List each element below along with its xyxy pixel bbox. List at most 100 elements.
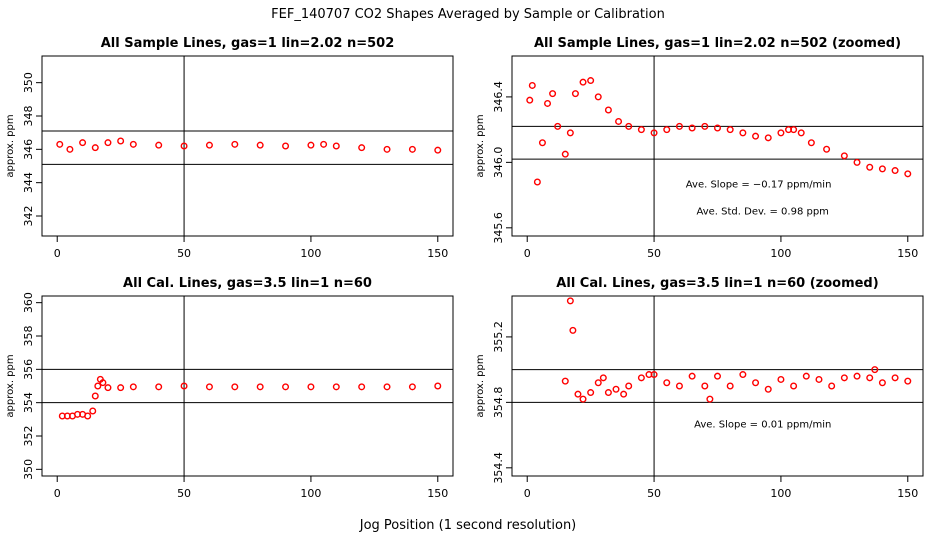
data-point xyxy=(117,384,125,392)
data-point xyxy=(637,126,645,134)
panel-title: All Sample Lines, gas=1 lin=2.02 n=502 (… xyxy=(534,36,901,51)
data-point xyxy=(544,99,552,107)
data-point xyxy=(604,389,612,397)
data-point xyxy=(129,140,137,148)
data-point xyxy=(828,382,836,390)
series-1 xyxy=(56,137,442,154)
x-tick-label: 0 xyxy=(524,247,531,260)
y-tick-label: 354.8 xyxy=(492,387,505,419)
x-tick-label: 100 xyxy=(300,247,321,260)
data-point xyxy=(180,382,188,390)
data-point xyxy=(408,145,416,153)
x-tick-label: 50 xyxy=(647,247,661,260)
data-point xyxy=(383,383,391,391)
data-point xyxy=(307,141,315,149)
data-point xyxy=(408,383,416,391)
data-point xyxy=(871,366,879,374)
y-tick-label: 356 xyxy=(22,359,35,380)
data-point xyxy=(650,371,658,379)
data-point xyxy=(701,382,709,390)
data-point xyxy=(358,144,366,152)
data-point xyxy=(675,122,683,130)
data-point xyxy=(637,374,645,382)
y-tick-label: 342 xyxy=(22,206,35,227)
data-point xyxy=(604,106,612,114)
data-point xyxy=(714,372,722,380)
data-point xyxy=(549,90,557,98)
y-axis-label: approx. ppm xyxy=(475,354,486,417)
y-tick-label: 352 xyxy=(22,426,35,447)
data-point xyxy=(790,382,798,390)
x-tick-label: 50 xyxy=(177,247,191,260)
data-point xyxy=(307,383,315,391)
x-tick-label: 150 xyxy=(897,247,918,260)
data-point xyxy=(155,141,163,149)
series-1 xyxy=(58,375,442,420)
data-point xyxy=(688,124,696,132)
series-1 xyxy=(561,297,912,403)
data-point xyxy=(625,382,633,390)
data-point xyxy=(599,374,607,382)
data-point xyxy=(99,379,107,387)
data-point xyxy=(180,142,188,150)
data-point xyxy=(571,90,579,98)
data-point xyxy=(231,140,239,148)
data-point xyxy=(752,379,760,387)
y-tick-label: 346.0 xyxy=(492,147,505,179)
plot-frame xyxy=(511,295,924,477)
data-point xyxy=(332,383,340,391)
panel-title: All Sample Lines, gas=1 lin=2.02 n=502 xyxy=(101,36,395,51)
data-point xyxy=(726,382,734,390)
data-point xyxy=(533,178,541,186)
data-point xyxy=(764,385,772,393)
plot-frame xyxy=(41,295,454,477)
data-point xyxy=(434,382,442,390)
y-tick-label: 350 xyxy=(22,72,35,93)
y-tick-label: 354 xyxy=(22,392,35,413)
chart-panels: All Sample Lines, gas=1 lin=2.02 n=502 0 5… xyxy=(5,36,924,500)
data-point xyxy=(205,141,213,149)
data-point xyxy=(129,383,137,391)
data-point xyxy=(625,122,633,130)
data-point xyxy=(566,297,574,305)
data-point xyxy=(878,379,886,387)
data-point xyxy=(777,129,785,137)
annotation-text: Ave. Slope = 0.01 ppm/min xyxy=(694,419,831,430)
y-axis-label: approx. ppm xyxy=(475,114,486,177)
data-point xyxy=(89,407,97,415)
data-point xyxy=(620,390,628,398)
data-point xyxy=(282,142,290,150)
data-point xyxy=(205,383,213,391)
data-point xyxy=(104,384,112,392)
y-tick-label: 348 xyxy=(22,106,35,127)
panel-title: All Cal. Lines, gas=3.5 lin=1 n=60 xyxy=(123,276,372,291)
data-point xyxy=(663,126,671,134)
data-point xyxy=(866,163,874,171)
x-tick-label: 0 xyxy=(54,247,61,260)
data-point xyxy=(587,389,595,397)
x-tick-label: 50 xyxy=(647,487,661,500)
data-point xyxy=(840,152,848,160)
data-point xyxy=(84,412,92,420)
annotation-text: Ave. Slope = −0.17 ppm/min xyxy=(686,179,832,190)
x-tick-label: 0 xyxy=(524,487,531,500)
data-point xyxy=(688,372,696,380)
data-point xyxy=(538,139,546,147)
y-tick-label: 345.6 xyxy=(492,212,505,244)
data-point xyxy=(282,383,290,391)
y-tick-label: 350 xyxy=(22,459,35,480)
x-tick-label: 100 xyxy=(770,487,791,500)
data-point xyxy=(332,142,340,150)
data-point xyxy=(561,150,569,158)
data-point xyxy=(526,96,534,104)
x-tick-label: 0 xyxy=(54,487,61,500)
data-point xyxy=(866,374,874,382)
y-tick-label: 355.2 xyxy=(492,321,505,353)
data-point xyxy=(807,139,815,147)
data-point xyxy=(56,140,64,148)
data-point xyxy=(739,129,747,137)
data-point xyxy=(587,77,595,85)
data-point xyxy=(853,158,861,166)
data-point xyxy=(579,395,587,403)
